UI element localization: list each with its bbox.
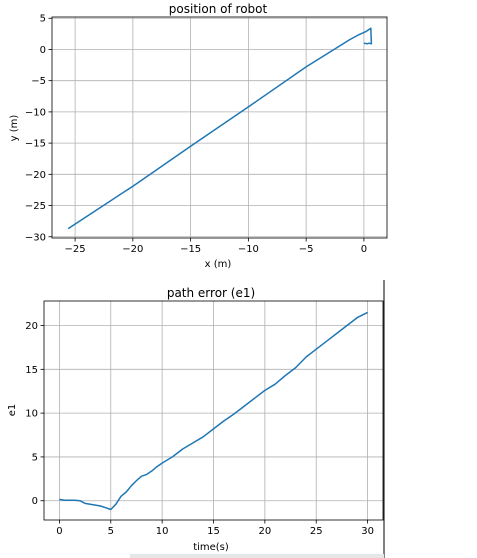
- path-error-chart-ytick-label: 15: [25, 365, 38, 376]
- path-error-chart-series-line: [59, 311, 368, 511]
- path-error-chart-title: path error (e1): [167, 286, 255, 300]
- position-chart-ytick-label: −30: [25, 232, 46, 243]
- position-chart-xlabel: x (m): [205, 259, 232, 270]
- path-error-chart-ytick-label: 10: [25, 409, 38, 420]
- path-error-chart-xlabel: time(s): [193, 542, 229, 553]
- position-chart-series-line: [67, 27, 373, 230]
- position-chart-xtick-label: −25: [65, 244, 86, 255]
- position-chart-ytick-label: −10: [25, 107, 46, 118]
- position-chart-ytick-label: −20: [25, 170, 46, 181]
- position-chart-xtick-label: −10: [238, 244, 259, 255]
- position-chart-ytick-label: −5: [31, 76, 46, 87]
- horizontal-scrollbar[interactable]: [130, 554, 384, 558]
- position-chart-xtick-label: 0: [361, 244, 367, 255]
- path-error-chart-ytick-label: 0: [32, 496, 38, 507]
- position-chart-title: position of robot: [169, 2, 268, 16]
- path-error-chart-xtick-label: 5: [108, 526, 114, 537]
- path-error-chart-xtick-label: 0: [56, 526, 62, 537]
- position-chart-ytick-label: 0: [40, 45, 46, 56]
- path-error-chart-ytick-label: 5: [32, 452, 38, 463]
- path-error-chart-xtick-label: 20: [258, 526, 271, 537]
- position-chart-plot-area: [51, 16, 388, 239]
- path-error-chart-ylabel: e1: [7, 404, 18, 417]
- position-chart-ylabel: y (m): [9, 115, 20, 142]
- path-error-chart-xtick-label: 30: [361, 526, 374, 537]
- path-error-chart-ytick-label: 20: [25, 321, 38, 332]
- position-chart-ytick-label: −15: [25, 139, 46, 150]
- position-chart-xtick-label: −5: [299, 244, 314, 255]
- position-chart-xtick-label: −15: [180, 244, 201, 255]
- path-error-chart-xtick-label: 10: [156, 526, 169, 537]
- path-error-chart-xtick-label: 15: [207, 526, 220, 537]
- position-chart: position of robot −25 −20 −15 −10 −5 0 5 0 −5 −10…: [9, 2, 388, 270]
- path-error-chart-xtick-label: 25: [310, 526, 323, 537]
- position-chart-ytick-label: 5: [40, 14, 46, 25]
- position-chart-xtick-label: −20: [122, 244, 143, 255]
- position-chart-ytick-label: −25: [25, 201, 46, 212]
- path-error-chart: path error (e1) 0 5 10 15 20 25 30 0 5 10 15 20 tim…: [7, 286, 384, 553]
